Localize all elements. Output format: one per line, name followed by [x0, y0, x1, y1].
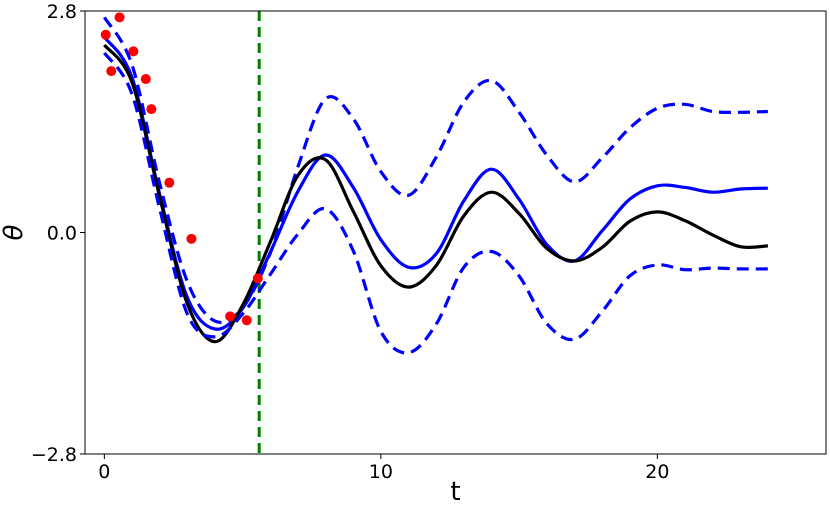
x-tick-label: 0 [98, 461, 110, 483]
y-tick-label: −2.8 [31, 444, 77, 466]
data-point [252, 273, 263, 284]
series-line-2 [103, 36, 768, 331]
series-line-3 [103, 43, 769, 344]
series-line-4 [103, 51, 768, 355]
data-point [186, 233, 197, 244]
data-point [106, 66, 117, 77]
data-point [225, 311, 236, 322]
y-axis: 2.8 0.0 −2.8 [31, 1, 85, 466]
y-axis-label: θ [0, 224, 29, 240]
x-tick-label: 20 [645, 461, 669, 483]
series-line-1 [103, 16, 768, 325]
y-tick-label: 0.0 [47, 223, 77, 245]
y-tick-label: 2.8 [47, 1, 77, 23]
data-point [100, 29, 111, 40]
data-point [241, 315, 252, 326]
x-axis-label: t [450, 477, 460, 507]
x-axis: 0 10 20 [98, 454, 669, 483]
data-point [128, 46, 139, 57]
data-point [164, 177, 175, 188]
plot-area [100, 11, 769, 454]
x-tick-label: 10 [369, 461, 393, 483]
data-point [146, 104, 157, 115]
data-point [140, 74, 151, 85]
data-point [114, 12, 125, 23]
